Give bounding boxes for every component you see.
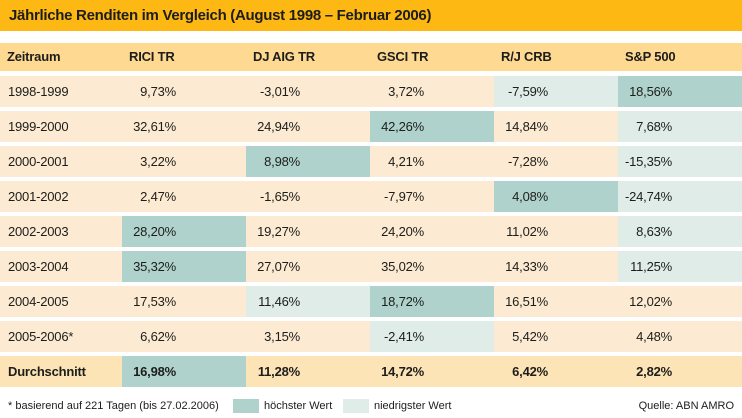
period-cell: 2003-2004 (0, 251, 122, 282)
value-cell: 11,28% (246, 356, 370, 387)
value-cell: -24,74% (618, 181, 742, 212)
value-cell: 4,48% (618, 321, 742, 352)
value-cell: 3,72% (370, 76, 494, 107)
column-header-sp-500: S&P 500 (618, 43, 742, 71)
value-cell: -7,97% (370, 181, 494, 212)
column-header-rj-crb: R/J CRB (494, 43, 618, 71)
value-cell: 11,46% (246, 286, 370, 317)
value-cell: -2,41% (370, 321, 494, 352)
value-cell: 35,32% (122, 251, 246, 282)
value-cell: 11,25% (618, 251, 742, 282)
figure-footer: * basierend auf 221 Tagen (bis 27.02.200… (0, 399, 742, 415)
period-cell: 2000-2001 (0, 146, 122, 177)
highest-value-swatch-icon (233, 399, 259, 413)
period-cell: 2002-2003 (0, 216, 122, 247)
value-cell: 4,21% (370, 146, 494, 177)
average-row-label: Durchschnitt (0, 356, 122, 387)
value-cell: 2,47% (122, 181, 246, 212)
lowest-value-swatch-icon (343, 399, 369, 413)
period-cell: 1998-1999 (0, 76, 122, 107)
legend-highest: höchster Wert (233, 399, 332, 413)
value-cell: -7,28% (494, 146, 618, 177)
source-credit: Quelle: ABN AMRO (638, 400, 734, 412)
value-cell: 18,56% (618, 76, 742, 107)
value-cell: 28,20% (122, 216, 246, 247)
column-header-gsci-tr: GSCI TR (370, 43, 494, 71)
legend-lowest: niedrigster Wert (343, 399, 451, 413)
value-cell: 18,72% (370, 286, 494, 317)
column-header-zeitraum: Zeitraum (0, 43, 122, 71)
value-cell: 24,94% (246, 111, 370, 142)
value-cell: 27,07% (246, 251, 370, 282)
value-cell: 16,51% (494, 286, 618, 317)
value-cell: 14,84% (494, 111, 618, 142)
period-cell: 2005-2006* (0, 321, 122, 352)
value-cell: 9,73% (122, 76, 246, 107)
value-cell: 6,62% (122, 321, 246, 352)
table-header-row: Zeitraum RICI TR DJ AIG TR GSCI TR R/J C… (0, 43, 742, 71)
period-cell: 2001-2002 (0, 181, 122, 212)
value-cell: 35,02% (370, 251, 494, 282)
value-cell: 12,02% (618, 286, 742, 317)
value-cell: 2,82% (618, 356, 742, 387)
value-cell: 7,68% (618, 111, 742, 142)
value-cell: 3,15% (246, 321, 370, 352)
column-header-dj-aig-tr: DJ AIG TR (246, 43, 370, 71)
value-cell: -3,01% (246, 76, 370, 107)
value-cell: 16,98% (122, 356, 246, 387)
returns-table-body: 1998-1999 9,73% -3,01% 3,72% -7,59% 18,56% 199… (0, 76, 742, 387)
value-cell: 3,22% (122, 146, 246, 177)
value-cell: -7,59% (494, 76, 618, 107)
footnote: * basierend auf 221 Tagen (bis 27.02.200… (8, 400, 219, 412)
value-cell: 14,72% (370, 356, 494, 387)
value-cell: 14,33% (494, 251, 618, 282)
legend-lowest-label: niedrigster Wert (374, 400, 452, 412)
value-cell: 6,42% (494, 356, 618, 387)
period-cell: 2004-2005 (0, 286, 122, 317)
value-cell: 19,27% (246, 216, 370, 247)
value-cell: -15,35% (618, 146, 742, 177)
value-cell: 42,26% (370, 111, 494, 142)
value-cell: 11,02% (494, 216, 618, 247)
legend-highest-label: höchster Wert (264, 400, 333, 412)
value-cell: 8,63% (618, 216, 742, 247)
value-cell: 32,61% (122, 111, 246, 142)
value-cell: 4,08% (494, 181, 618, 212)
period-cell: 1999-2000 (0, 111, 122, 142)
value-cell: 24,20% (370, 216, 494, 247)
page-title: Jährliche Renditen im Vergleich (August … (0, 0, 742, 31)
value-cell: 17,53% (122, 286, 246, 317)
column-header-rici-tr: RICI TR (122, 43, 246, 71)
value-cell: 8,98% (246, 146, 370, 177)
value-cell: 5,42% (494, 321, 618, 352)
value-cell: -1,65% (246, 181, 370, 212)
